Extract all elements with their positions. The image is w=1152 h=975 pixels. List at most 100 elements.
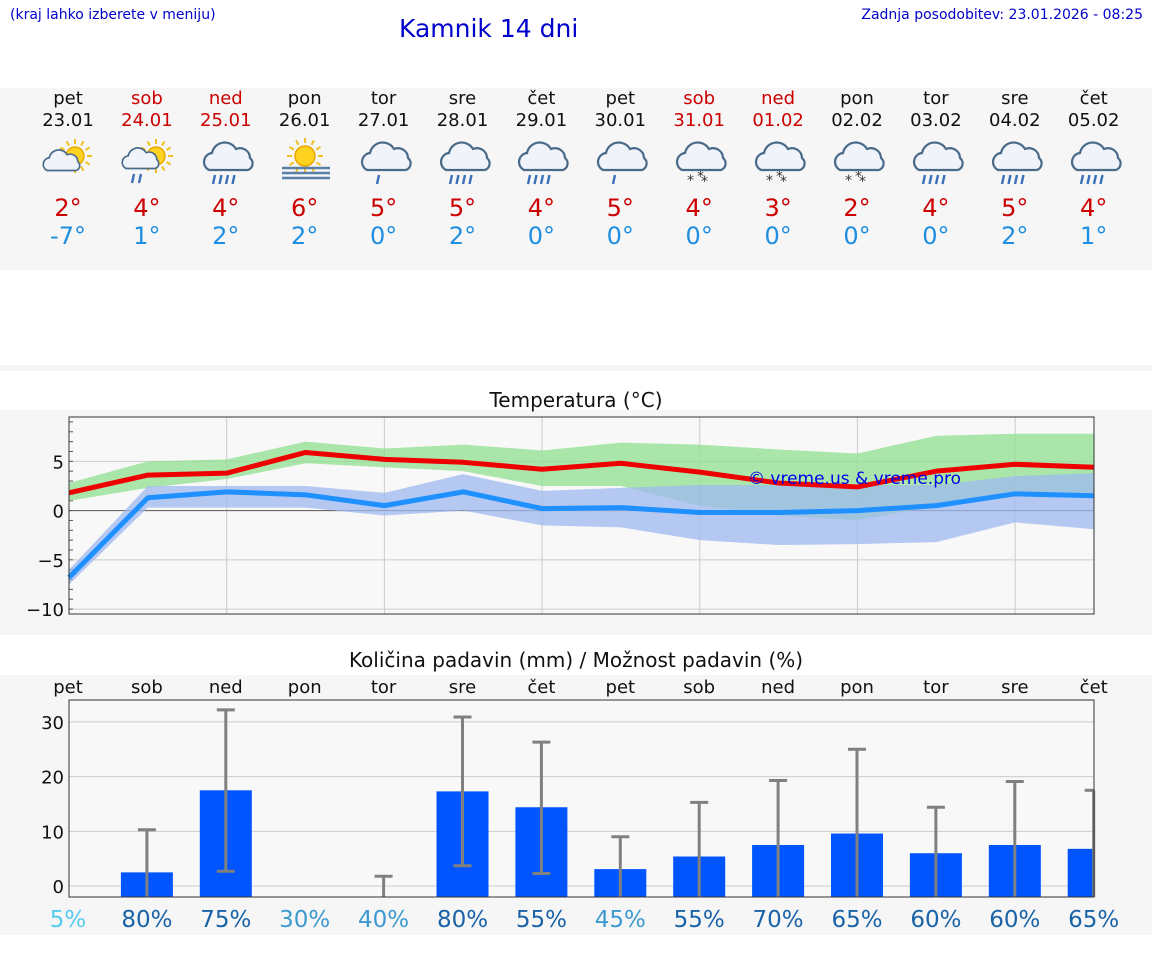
watermark-text: © vreme.us & vreme.pro bbox=[748, 469, 961, 489]
day-date: 26.01 bbox=[278, 110, 331, 131]
svg-text:*: * bbox=[845, 173, 852, 189]
day-date: 04.02 bbox=[989, 110, 1041, 131]
x-category-label: pet bbox=[53, 677, 83, 698]
day-date: 27.01 bbox=[357, 110, 410, 131]
temp-max: 4° bbox=[133, 194, 161, 222]
day-column: tor 27.01 5° 0° bbox=[349, 88, 419, 250]
plot-frame bbox=[68, 699, 1095, 898]
x-category-label: sob bbox=[131, 677, 163, 698]
temp-max: 4° bbox=[212, 194, 240, 222]
forecast-band bbox=[0, 88, 1152, 270]
day-name: čet bbox=[1079, 88, 1108, 109]
precip-chart: 0 10 20 30 pet sob ned pon tor sre čet pet sob ned pon… bbox=[41, 677, 1119, 933]
day-name: tor bbox=[370, 88, 397, 109]
svg-text:*: * bbox=[855, 169, 862, 185]
min-temp-line bbox=[67, 489, 1095, 580]
day-name: ned bbox=[208, 88, 243, 109]
min-range-band bbox=[69, 473, 1094, 585]
precip-probability: 80% bbox=[437, 907, 488, 933]
temp-max: 5° bbox=[369, 194, 398, 222]
svg-text:*: * bbox=[687, 173, 694, 189]
x-category-label: pon bbox=[840, 677, 874, 698]
temp-max: 4° bbox=[922, 194, 950, 222]
partly-cloudy-icon bbox=[42, 139, 92, 173]
y-tick-label: 30 bbox=[41, 713, 64, 734]
day-name: pon bbox=[840, 88, 874, 109]
x-category-label: ned bbox=[209, 677, 243, 698]
precip-probability: 65% bbox=[831, 907, 882, 933]
day-name: pet bbox=[605, 88, 636, 109]
day-date: 01.02 bbox=[752, 110, 804, 131]
partly-cloudy-rain-icon bbox=[121, 139, 173, 184]
x-category-label: sob bbox=[683, 677, 715, 698]
day-date: 23.01 bbox=[42, 110, 94, 131]
rain-icon bbox=[202, 141, 254, 185]
temp-max: 6° bbox=[291, 194, 319, 222]
precip-probability: 5% bbox=[50, 907, 87, 933]
temp-min: 2° bbox=[448, 222, 477, 250]
day-column: sre 04.02 5° 2° bbox=[980, 88, 1050, 250]
precip-probability: 80% bbox=[121, 907, 172, 933]
day-name: ned bbox=[761, 88, 796, 109]
day-name: tor bbox=[923, 88, 949, 109]
y-tick-label: 20 bbox=[41, 768, 64, 789]
y-tick-label: 10 bbox=[41, 822, 64, 843]
precip-probability: 30% bbox=[279, 907, 330, 933]
x-category-label: sre bbox=[449, 677, 476, 698]
svg-text:*: * bbox=[701, 174, 708, 190]
day-name: pet bbox=[53, 88, 83, 109]
temp-min: 0° bbox=[922, 222, 950, 250]
rain-icon bbox=[1070, 141, 1122, 185]
day-name: sre bbox=[448, 88, 477, 109]
temp-min: 0° bbox=[369, 222, 398, 250]
y-tick-label: −5 bbox=[37, 551, 64, 572]
precip-probability: 55% bbox=[674, 907, 725, 933]
temp-min: 0° bbox=[606, 222, 634, 250]
day-column: sre 28.01 5° 2° bbox=[428, 88, 498, 250]
precip-probability: 40% bbox=[358, 907, 409, 933]
precip-probability: 65% bbox=[1068, 907, 1119, 933]
temperature-chart-title: Temperatura (°C) bbox=[489, 388, 663, 412]
temp-max: 2° bbox=[54, 194, 82, 222]
precip-chart-title: Količina padavin (mm) / Možnost padavin … bbox=[348, 648, 804, 672]
rain-icon bbox=[439, 141, 491, 185]
day-column: čet 29.01 4° 0° bbox=[506, 88, 576, 250]
day-column: tor 03.02 4° 0° bbox=[901, 88, 971, 250]
rain-icon bbox=[991, 141, 1043, 185]
day-name: sob bbox=[683, 88, 716, 109]
temp-min: 0° bbox=[764, 222, 792, 250]
divider-band bbox=[0, 365, 1152, 371]
temp-max: 5° bbox=[448, 194, 477, 222]
day-date: 25.01 bbox=[200, 110, 252, 131]
temp-min: 1° bbox=[1080, 222, 1108, 250]
precip-probability: 75% bbox=[200, 907, 251, 933]
day-column: sob 24.01 4° 1° bbox=[112, 88, 182, 250]
day-column: čet 05.02 4° 1° bbox=[1059, 88, 1129, 250]
day-column: pet 30.01 5° 0° bbox=[585, 88, 655, 250]
temp-max: 5° bbox=[606, 194, 634, 222]
y-tick-label: 5 bbox=[53, 452, 64, 473]
y-tick-label: 0 bbox=[53, 877, 64, 898]
snow-icon: * ** bbox=[755, 141, 806, 190]
daily-forecast: pet 23.01 2° -7° sob 24.01 4° 1° ned 25.01 4° 2° pon… bbox=[0, 88, 1152, 253]
day-name: pon bbox=[287, 88, 322, 109]
svg-text:*: * bbox=[697, 169, 704, 185]
day-column: ned 25.01 4° 2° bbox=[191, 88, 261, 250]
day-column: pon 02.02 * * * 2° 0° bbox=[822, 88, 892, 250]
day-date: 28.01 bbox=[436, 110, 489, 131]
temperature-chart: −10 −5 0 5 © vreme.us & vreme.pro bbox=[26, 416, 1095, 621]
svg-text:*: * bbox=[776, 169, 783, 185]
location-hint: (kraj lahko izberete v meniju) bbox=[10, 7, 216, 23]
x-category-label: čet bbox=[1080, 677, 1108, 698]
x-category-label: pet bbox=[606, 677, 636, 698]
temp-max: 4° bbox=[1080, 194, 1108, 222]
temp-min: 1° bbox=[133, 222, 161, 250]
x-category-label: ned bbox=[761, 677, 795, 698]
day-column: ned 01.02 * * * 3° 0° bbox=[743, 88, 813, 250]
temp-min: 0° bbox=[843, 222, 871, 250]
temp-max: 5° bbox=[1001, 194, 1029, 222]
precip-probability: 70% bbox=[753, 907, 804, 933]
day-column: pon 26.01 6° 2° bbox=[270, 88, 340, 250]
day-name: sre bbox=[1001, 88, 1029, 109]
day-column: pet 23.01 2° -7° bbox=[33, 88, 103, 250]
